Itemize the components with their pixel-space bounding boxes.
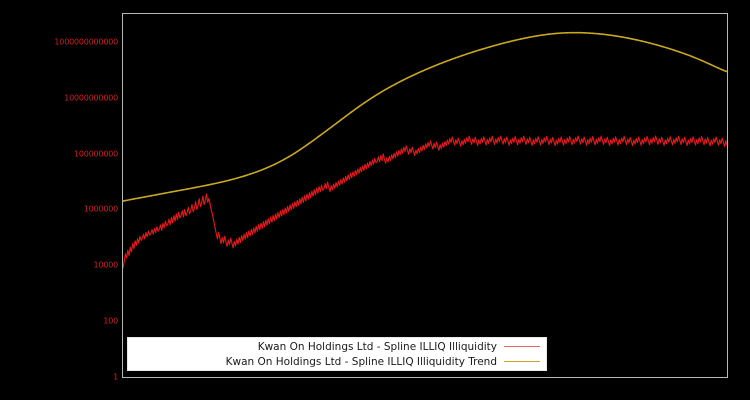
series-layer bbox=[123, 33, 727, 268]
series-line-0 bbox=[123, 136, 727, 268]
legend-entry-illiquidity-trend: Kwan On Holdings Ltd - Spline ILLIQ Illi… bbox=[128, 354, 540, 369]
y-axis-tick-label: 10000 bbox=[93, 260, 119, 270]
legend-line-swatch-illiquidity-trend bbox=[504, 361, 540, 362]
legend-line-swatch-illiquidity bbox=[504, 346, 540, 347]
chart-legend: Kwan On Holdings Ltd - Spline ILLIQ Illi… bbox=[127, 337, 547, 371]
y-axis-tick-label: 100000000 bbox=[73, 149, 118, 159]
series-line-1 bbox=[123, 33, 727, 201]
y-axis-tick-label: 100 bbox=[103, 316, 118, 326]
plot-area bbox=[122, 13, 728, 378]
chart-plot-svg bbox=[123, 14, 727, 377]
y-axis-tick-label: 10000000000 bbox=[64, 93, 118, 103]
y-axis-tick-label: 1000000000000 bbox=[54, 37, 118, 47]
legend-label-illiquidity: Kwan On Holdings Ltd - Spline ILLIQ Illi… bbox=[257, 340, 497, 353]
y-axis-tick-label: 1 bbox=[113, 372, 118, 382]
legend-entry-illiquidity: Kwan On Holdings Ltd - Spline ILLIQ Illi… bbox=[128, 339, 540, 354]
legend-label-illiquidity-trend: Kwan On Holdings Ltd - Spline ILLIQ Illi… bbox=[225, 355, 497, 368]
y-axis-tick-label: 1000000 bbox=[83, 204, 118, 214]
